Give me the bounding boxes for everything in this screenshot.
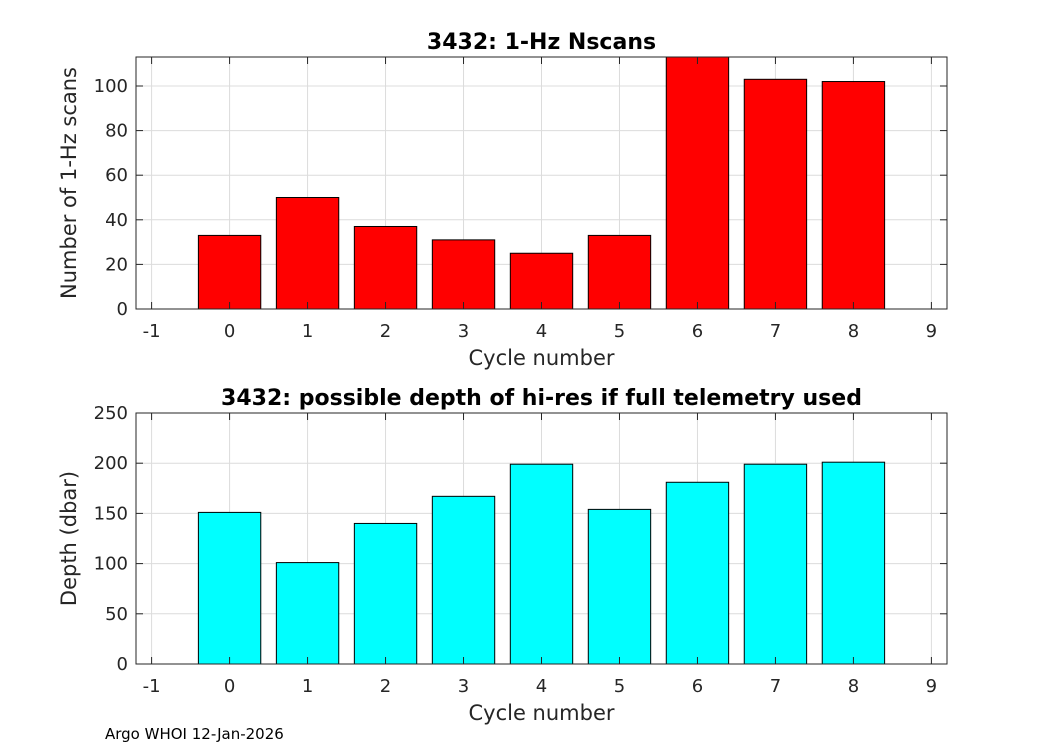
chart1-xtick-label: 7 [770,321,781,342]
footer-text: Argo WHOI 12-Jan-2026 [105,725,284,743]
chart2-bar-6 [665,481,730,665]
chart1-ytick-label: 0 [117,299,128,320]
chart1-ytick-label: 80 [105,121,128,142]
chart1-ytick-label: 100 [94,76,128,97]
chart2-xtick-label: 6 [692,676,703,697]
chart2-ytick-label: 50 [105,604,128,625]
chart2-xtick-label: 1 [302,676,313,697]
chart2-bar-1 [275,562,340,665]
chart2-xtick-label: 2 [380,676,391,697]
chart1-xtick-label: 1 [302,321,313,342]
chart2-xtick-label: -1 [143,676,161,697]
chart1-bar-0 [197,234,262,310]
chart1-bar-8 [821,81,886,310]
chart1-xtick-label: 3 [458,321,469,342]
chart2-bar-2 [353,522,418,665]
chart2-bar-4 [509,463,574,665]
chart2-ytick-label: 250 [94,403,128,424]
chart2-bar-0 [197,511,262,665]
chart2-xtick-label: 7 [770,676,781,697]
chart1: -1 0 1 2 3 4 5 6 7 8 9 0 20 40 60 80 100 3432: 1-Hz Nscan… [57,30,948,370]
chart2-ytick-label: 0 [117,654,128,675]
chart1-xtick-label: 9 [926,321,937,342]
chart2-xtick-label: 3 [458,676,469,697]
chart1-ytick-label: 20 [105,254,128,275]
chart2-xtick-label: 5 [614,676,625,697]
chart2-ylabel: Depth (dbar) [57,471,81,606]
chart2-ytick-label: 200 [94,453,128,474]
chart1-title: 3432: 1-Hz Nscans [427,30,656,55]
chart1-ytick-label: 40 [105,210,128,231]
chart2-bar-7 [743,463,808,665]
chart2-ytick-label: 150 [94,503,128,524]
chart2-xtick-label: 0 [224,676,235,697]
chart2-xtick-label: 8 [848,676,859,697]
chart1-xtick-label: 0 [224,321,235,342]
chart1-bar-6 [665,56,730,310]
chart2-ytick-label: 100 [94,554,128,575]
chart1-bar-3 [431,239,496,310]
chart2-bar-3 [431,495,496,665]
chart1-xtick-label: -1 [143,321,161,342]
chart1-bar-1 [275,196,340,310]
chart2-xlabel: Cycle number [468,701,614,725]
chart1-ylabel: Number of 1-Hz scans [57,67,81,299]
chart1-xlabel: Cycle number [468,346,614,370]
chart2-bar-8 [821,461,886,665]
chart1-ytick-label: 60 [105,165,128,186]
chart2-xtick-label: 4 [536,676,547,697]
chart2-title: 3432: possible depth of hi-res if full t… [221,386,862,411]
chart2-xtick-label: 9 [926,676,937,697]
chart1-xtick-label: 5 [614,321,625,342]
chart1-bar-5 [587,234,652,310]
chart1-bar-2 [353,225,418,310]
chart2: -1 0 1 2 3 4 5 6 7 8 9 0 50 100 150 200 250 3432: possibl… [57,386,948,725]
chart1-xtick-label: 8 [848,321,859,342]
chart1-bar-4 [509,252,574,310]
chart2-bar-5 [587,508,652,665]
chart1-xtick-label: 6 [692,321,703,342]
chart1-bar-7 [743,78,808,310]
chart1-xtick-label: 2 [380,321,391,342]
chart1-xtick-label: 4 [536,321,547,342]
